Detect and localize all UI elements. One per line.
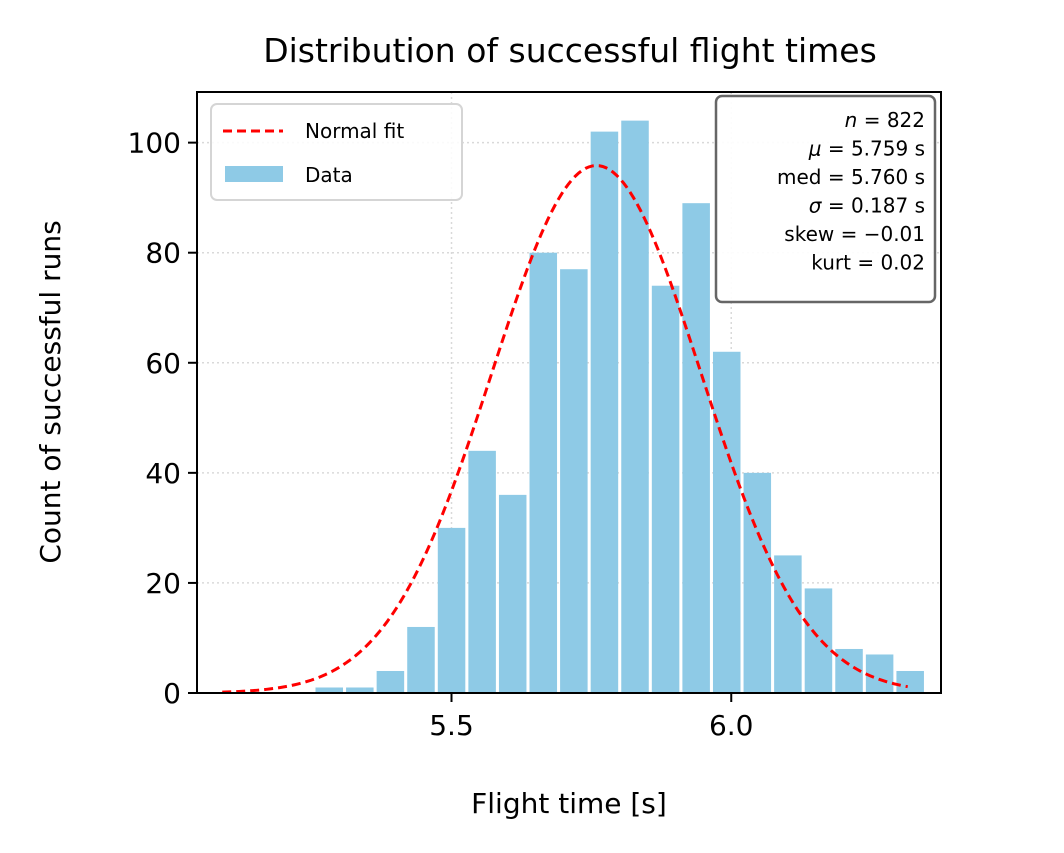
histogram-bar <box>743 472 772 693</box>
y-tick-label: 40 <box>145 457 181 490</box>
histogram-bar <box>804 588 833 693</box>
x-axis-label: Flight time [s] <box>471 787 667 820</box>
legend-data-label: Data <box>305 163 353 187</box>
legend: Normal fit Data <box>210 103 463 201</box>
histogram-bar <box>346 687 374 693</box>
y-tick-label: 20 <box>145 567 181 600</box>
y-tick-label: 100 <box>128 127 181 160</box>
histogram-bar <box>529 252 558 693</box>
x-tick-label: 6.0 <box>709 709 754 742</box>
stats-box-frame <box>714 94 937 304</box>
stats-box: n = 822 μ = 5.759 s med = 5.760 s σ = 0.187… <box>714 94 937 304</box>
plot-frame <box>196 91 942 694</box>
histogram-bar <box>407 626 435 693</box>
y-tick-label: 60 <box>145 347 181 380</box>
y-axis-label: Count of successful runs <box>34 220 67 563</box>
stats-line: med = 5.760 s <box>777 165 925 189</box>
histogram-bar <box>621 120 649 694</box>
legend-fit-label: Normal fit <box>305 119 404 143</box>
y-axis: 0 20 40 60 80 100 <box>128 127 197 710</box>
y-tick-label: 0 <box>163 677 181 710</box>
legend-data-swatch <box>225 166 283 182</box>
x-tick-label: 5.5 <box>429 709 474 742</box>
histogram-bar <box>896 670 924 693</box>
histogram-bar <box>682 203 710 693</box>
histogram-bar <box>560 269 588 693</box>
histogram-bar <box>865 654 894 693</box>
stats-line: μ = 5.759 s <box>808 137 925 161</box>
stats-line: n = 822 <box>845 108 925 132</box>
histogram-bar <box>315 687 344 693</box>
histogram-bar <box>590 131 619 694</box>
histogram-bar <box>712 351 741 693</box>
stats-line: kurt = 0.02 <box>811 251 925 275</box>
histogram-bar <box>468 450 496 693</box>
stats-line: skew = −0.01 <box>784 222 925 246</box>
bars <box>315 120 924 694</box>
histogram-bar <box>437 527 466 693</box>
y-tick-label: 80 <box>145 237 181 270</box>
histogram-bar <box>376 670 405 693</box>
chart-title: Distribution of successful flight times <box>263 31 877 70</box>
normal-fit-line <box>222 164 908 694</box>
histogram-bar <box>651 285 680 693</box>
histogram-bar <box>498 494 527 693</box>
x-axis: 5.5 6.0 <box>429 693 754 742</box>
stats-line: σ = 0.187 s <box>809 194 925 218</box>
